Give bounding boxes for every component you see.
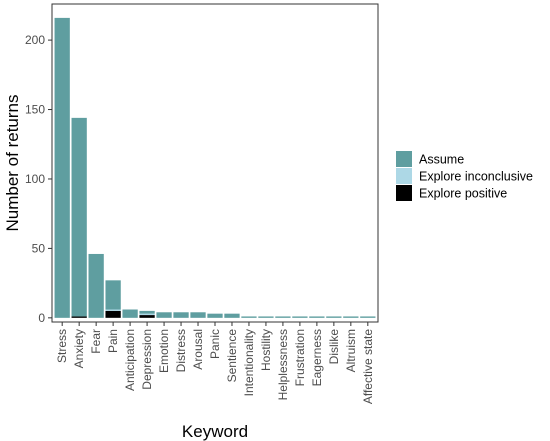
- x-tick-label: Distress: [174, 329, 188, 372]
- bar-pain-explore-inconclusive: [105, 309, 121, 311]
- bar-anxiety-explore-positive: [71, 316, 87, 318]
- x-axis: Stress Anxiety Fear Pain Anticipation Depress…: [55, 322, 375, 404]
- bar-sentience-assume: [224, 313, 240, 318]
- bar-panic-assume: [207, 313, 223, 318]
- bar-distress-assume: [173, 312, 189, 318]
- x-tick-label: Anticipation: [123, 329, 137, 391]
- x-tick-label: Fear: [89, 329, 103, 354]
- x-tick-label: Sentience: [225, 329, 239, 383]
- y-axis-title: Number of returns: [3, 95, 22, 232]
- bar-affective-state-assume: [360, 316, 376, 318]
- x-tick-label: Altruism: [344, 329, 358, 372]
- legend-key-explore-inconclusive: [396, 168, 412, 184]
- x-tick-label: Dislike: [327, 329, 341, 365]
- bar-fear-assume: [88, 253, 104, 318]
- x-tick-label: Pain: [106, 329, 120, 353]
- bars-layer: [54, 17, 376, 318]
- bar-dislike-assume: [326, 316, 342, 318]
- x-tick-label: Depression: [140, 329, 154, 390]
- legend-key-assume: [396, 151, 412, 167]
- x-tick-label: Panic: [208, 329, 222, 359]
- bar-pain-assume: [105, 280, 121, 310]
- bar-depression-assume: [139, 310, 155, 314]
- legend-key-explore-positive: [396, 185, 412, 201]
- bar-hostility-assume: [258, 316, 274, 318]
- x-tick-label: Arousal: [191, 329, 205, 370]
- x-tick-label: Frustration: [293, 329, 307, 386]
- bar-pain-explore-positive: [105, 310, 121, 318]
- legend-label: Explore positive: [419, 187, 507, 201]
- bar-stress-assume: [54, 17, 70, 318]
- x-tick-label: Emotion: [157, 329, 171, 373]
- y-tick-label: 0: [38, 311, 45, 325]
- bar-anticipation-assume: [122, 309, 138, 318]
- y-axis: 0 50 100 150 200: [25, 33, 52, 325]
- y-tick-label: 100: [25, 172, 45, 186]
- x-axis-title: Keyword: [182, 422, 248, 441]
- x-tick-label: Eagerness: [310, 329, 324, 386]
- bar-arousal-assume: [190, 312, 206, 318]
- x-tick-label: Intentionality: [242, 329, 256, 396]
- bar-depression-explore-inconclusive: [139, 313, 155, 316]
- legend-label: Assume: [419, 153, 464, 167]
- y-tick-label: 150: [25, 103, 45, 117]
- bar-helplessness-assume: [275, 316, 291, 318]
- legend: Assume Explore inconclusive Explore positi…: [396, 151, 533, 201]
- x-tick-label: Hostility: [259, 329, 273, 371]
- bar-intentionality-assume: [241, 316, 257, 318]
- x-tick-label: Anxiety: [72, 329, 86, 368]
- bar-frustration-assume: [292, 316, 308, 318]
- x-tick-label: Affective state: [361, 329, 375, 404]
- x-tick-label: Stress: [55, 329, 69, 363]
- bar-anxiety-assume: [71, 117, 87, 317]
- y-tick-label: 50: [32, 241, 46, 255]
- bar-depression-explore-positive: [139, 315, 155, 318]
- bar-eagerness-assume: [309, 316, 325, 318]
- y-tick-label: 200: [25, 33, 45, 47]
- bar-emotion-assume: [156, 312, 172, 318]
- bar-altruism-assume: [343, 316, 359, 318]
- x-tick-label: Helplessness: [276, 329, 290, 400]
- legend-label: Explore inconclusive: [419, 170, 533, 184]
